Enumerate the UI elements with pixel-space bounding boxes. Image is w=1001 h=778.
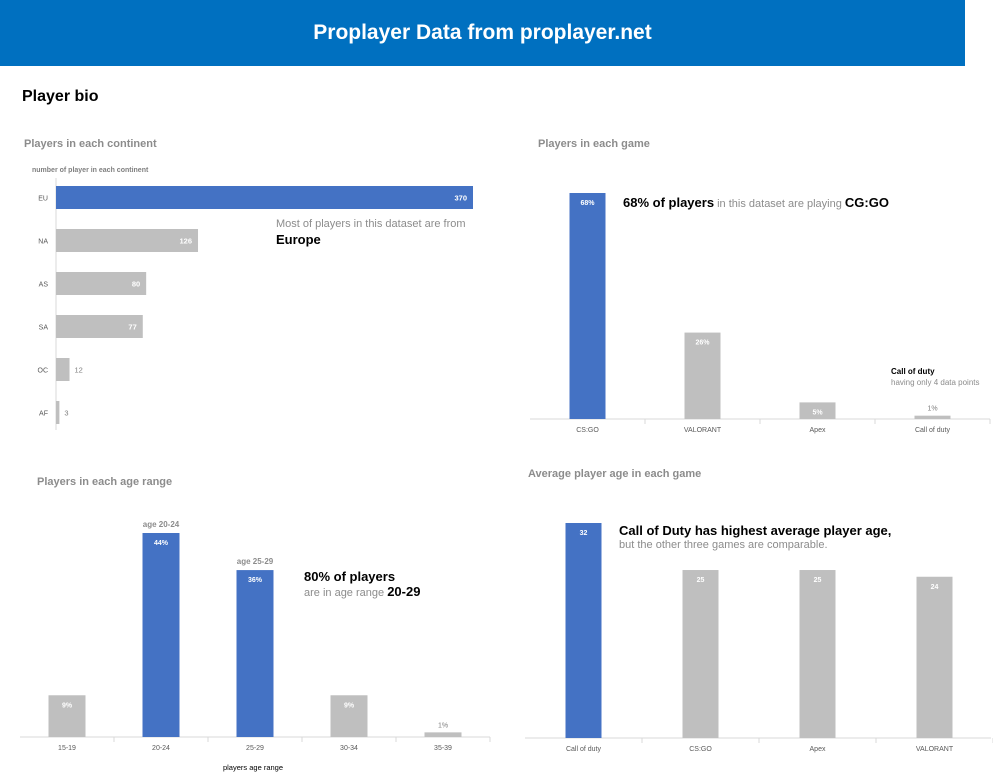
continent-data-label: 126 (179, 237, 192, 246)
avg-bar (682, 570, 719, 738)
age-bar (424, 732, 462, 737)
continent-tick-label: AF (39, 411, 48, 418)
cod-note-sub: having only 4 data points (891, 378, 980, 387)
continent-data-label: 3 (64, 409, 68, 418)
continent-tick-label: AS (39, 282, 49, 289)
age-data-label: 36% (248, 577, 263, 584)
avg-age-chart-title: Average player age in each game (528, 468, 702, 480)
page-banner: Proplayer Data from proplayer.net (0, 0, 965, 66)
continent-tick-label: SA (39, 325, 49, 332)
game-data-label: 26% (695, 340, 710, 347)
age-bar (142, 533, 180, 737)
avg-data-label: 32 (580, 530, 588, 537)
continent-note: Most of players in this dataset are from… (276, 217, 466, 247)
age-chart-title: Players in each age range (37, 476, 173, 488)
continent-bar (56, 358, 70, 381)
cod-note: Call of duty having only 4 data points (891, 366, 980, 388)
game-bar (914, 415, 951, 419)
continent-tick-label: OC (38, 368, 49, 375)
age-note-line2b: 20-29 (387, 584, 421, 599)
game-note-end: CG:GO (844, 195, 889, 210)
continent-note-line2: Europe (276, 232, 321, 247)
avg-tick-label: Call of duty (566, 746, 602, 753)
game-chart-title: Players in each game (538, 138, 650, 150)
game-bar-chart: CS:GO 68% VALORANT 26% Apex 5% Call of duty 1% (530, 193, 991, 434)
age-tick-label: 25-29 (246, 745, 264, 752)
age-tick-label: 15-19 (58, 745, 76, 752)
age-note-line1: 80% of players (304, 569, 396, 584)
continent-bar (56, 401, 60, 424)
continent-note-line1: Most of players in this dataset are from (276, 218, 466, 230)
avg-bar (799, 570, 836, 738)
continent-bar (56, 186, 473, 209)
continent-data-label: 80 (132, 280, 140, 289)
continent-tick-label: EU (38, 196, 48, 203)
continent-data-label: 12 (75, 366, 83, 375)
continent-chart-title: Players in each continent (24, 138, 157, 150)
game-data-label: 1% (927, 406, 937, 413)
avg-data-label: 25 (814, 577, 822, 584)
continent-bar (56, 272, 147, 295)
avg-tick-label: Apex (810, 746, 826, 753)
age-data-label: 9% (344, 702, 355, 709)
game-note: 68% of players in this dataset are playi… (623, 195, 889, 212)
age-bar (236, 570, 274, 737)
game-tick-label: Apex (810, 427, 826, 434)
continent-bar (56, 315, 143, 338)
game-note-bold: 68% of players (623, 195, 715, 210)
age-bar (330, 695, 368, 737)
age-tick-label: 30-34 (340, 745, 358, 752)
avg-data-label: 24 (931, 584, 939, 591)
avg-age-bar-chart: Call of duty 32 CS:GO 25 Apex 25 VALORANT 24 (525, 523, 993, 753)
age-tick-label: 20-24 (152, 745, 170, 752)
age-axis-label: players age range (223, 763, 283, 772)
age-bar-chart: 15-19 9% 20-24 44% 25-29 36% 30-34 9% 35-39 1% age… (20, 520, 491, 772)
game-data-label: 5% (812, 409, 823, 416)
avg-note-line2: but the other three games are comparable… (619, 539, 828, 551)
game-tick-label: CS:GO (576, 427, 599, 434)
avg-tick-label: VALORANT (916, 746, 954, 753)
game-bar (799, 402, 836, 419)
avg-bar (565, 523, 602, 738)
avg-data-label: 25 (697, 577, 705, 584)
game-note-mid: in this dataset are playing (717, 198, 842, 210)
avg-note: Call of Duty has highest average player … (619, 523, 891, 553)
continent-data-label: 77 (128, 323, 136, 332)
age-note: 80% of players are in age range 20-29 (304, 569, 420, 601)
section-title: Player bio (22, 88, 99, 105)
game-tick-label: VALORANT (684, 427, 722, 434)
age-bar (48, 695, 86, 737)
game-tick-label: Call of duty (915, 427, 951, 434)
continent-data-label: 370 (454, 194, 467, 203)
continent-bar-chart: number of player in each continent EU 370 N… (32, 167, 473, 430)
continent-axis-label: number of player in each continent (32, 167, 149, 174)
age-data-label: 1% (438, 722, 448, 729)
continent-tick-label: NA (38, 239, 48, 246)
age-callout-label: age 25-29 (237, 557, 274, 566)
age-note-line2a: are in age range (304, 587, 385, 599)
continent-bar (56, 229, 199, 252)
game-data-label: 68% (580, 200, 595, 207)
age-data-label: 9% (62, 702, 73, 709)
game-bar (684, 332, 721, 419)
cod-note-title: Call of duty (891, 367, 935, 376)
age-callout-label: age 20-24 (143, 520, 180, 529)
avg-tick-label: CS:GO (689, 746, 712, 753)
game-bar (569, 193, 606, 419)
age-tick-label: 35-39 (434, 745, 452, 752)
avg-bar (916, 576, 953, 738)
age-data-label: 44% (154, 540, 169, 547)
avg-note-line1: Call of Duty has highest average player … (619, 523, 892, 538)
